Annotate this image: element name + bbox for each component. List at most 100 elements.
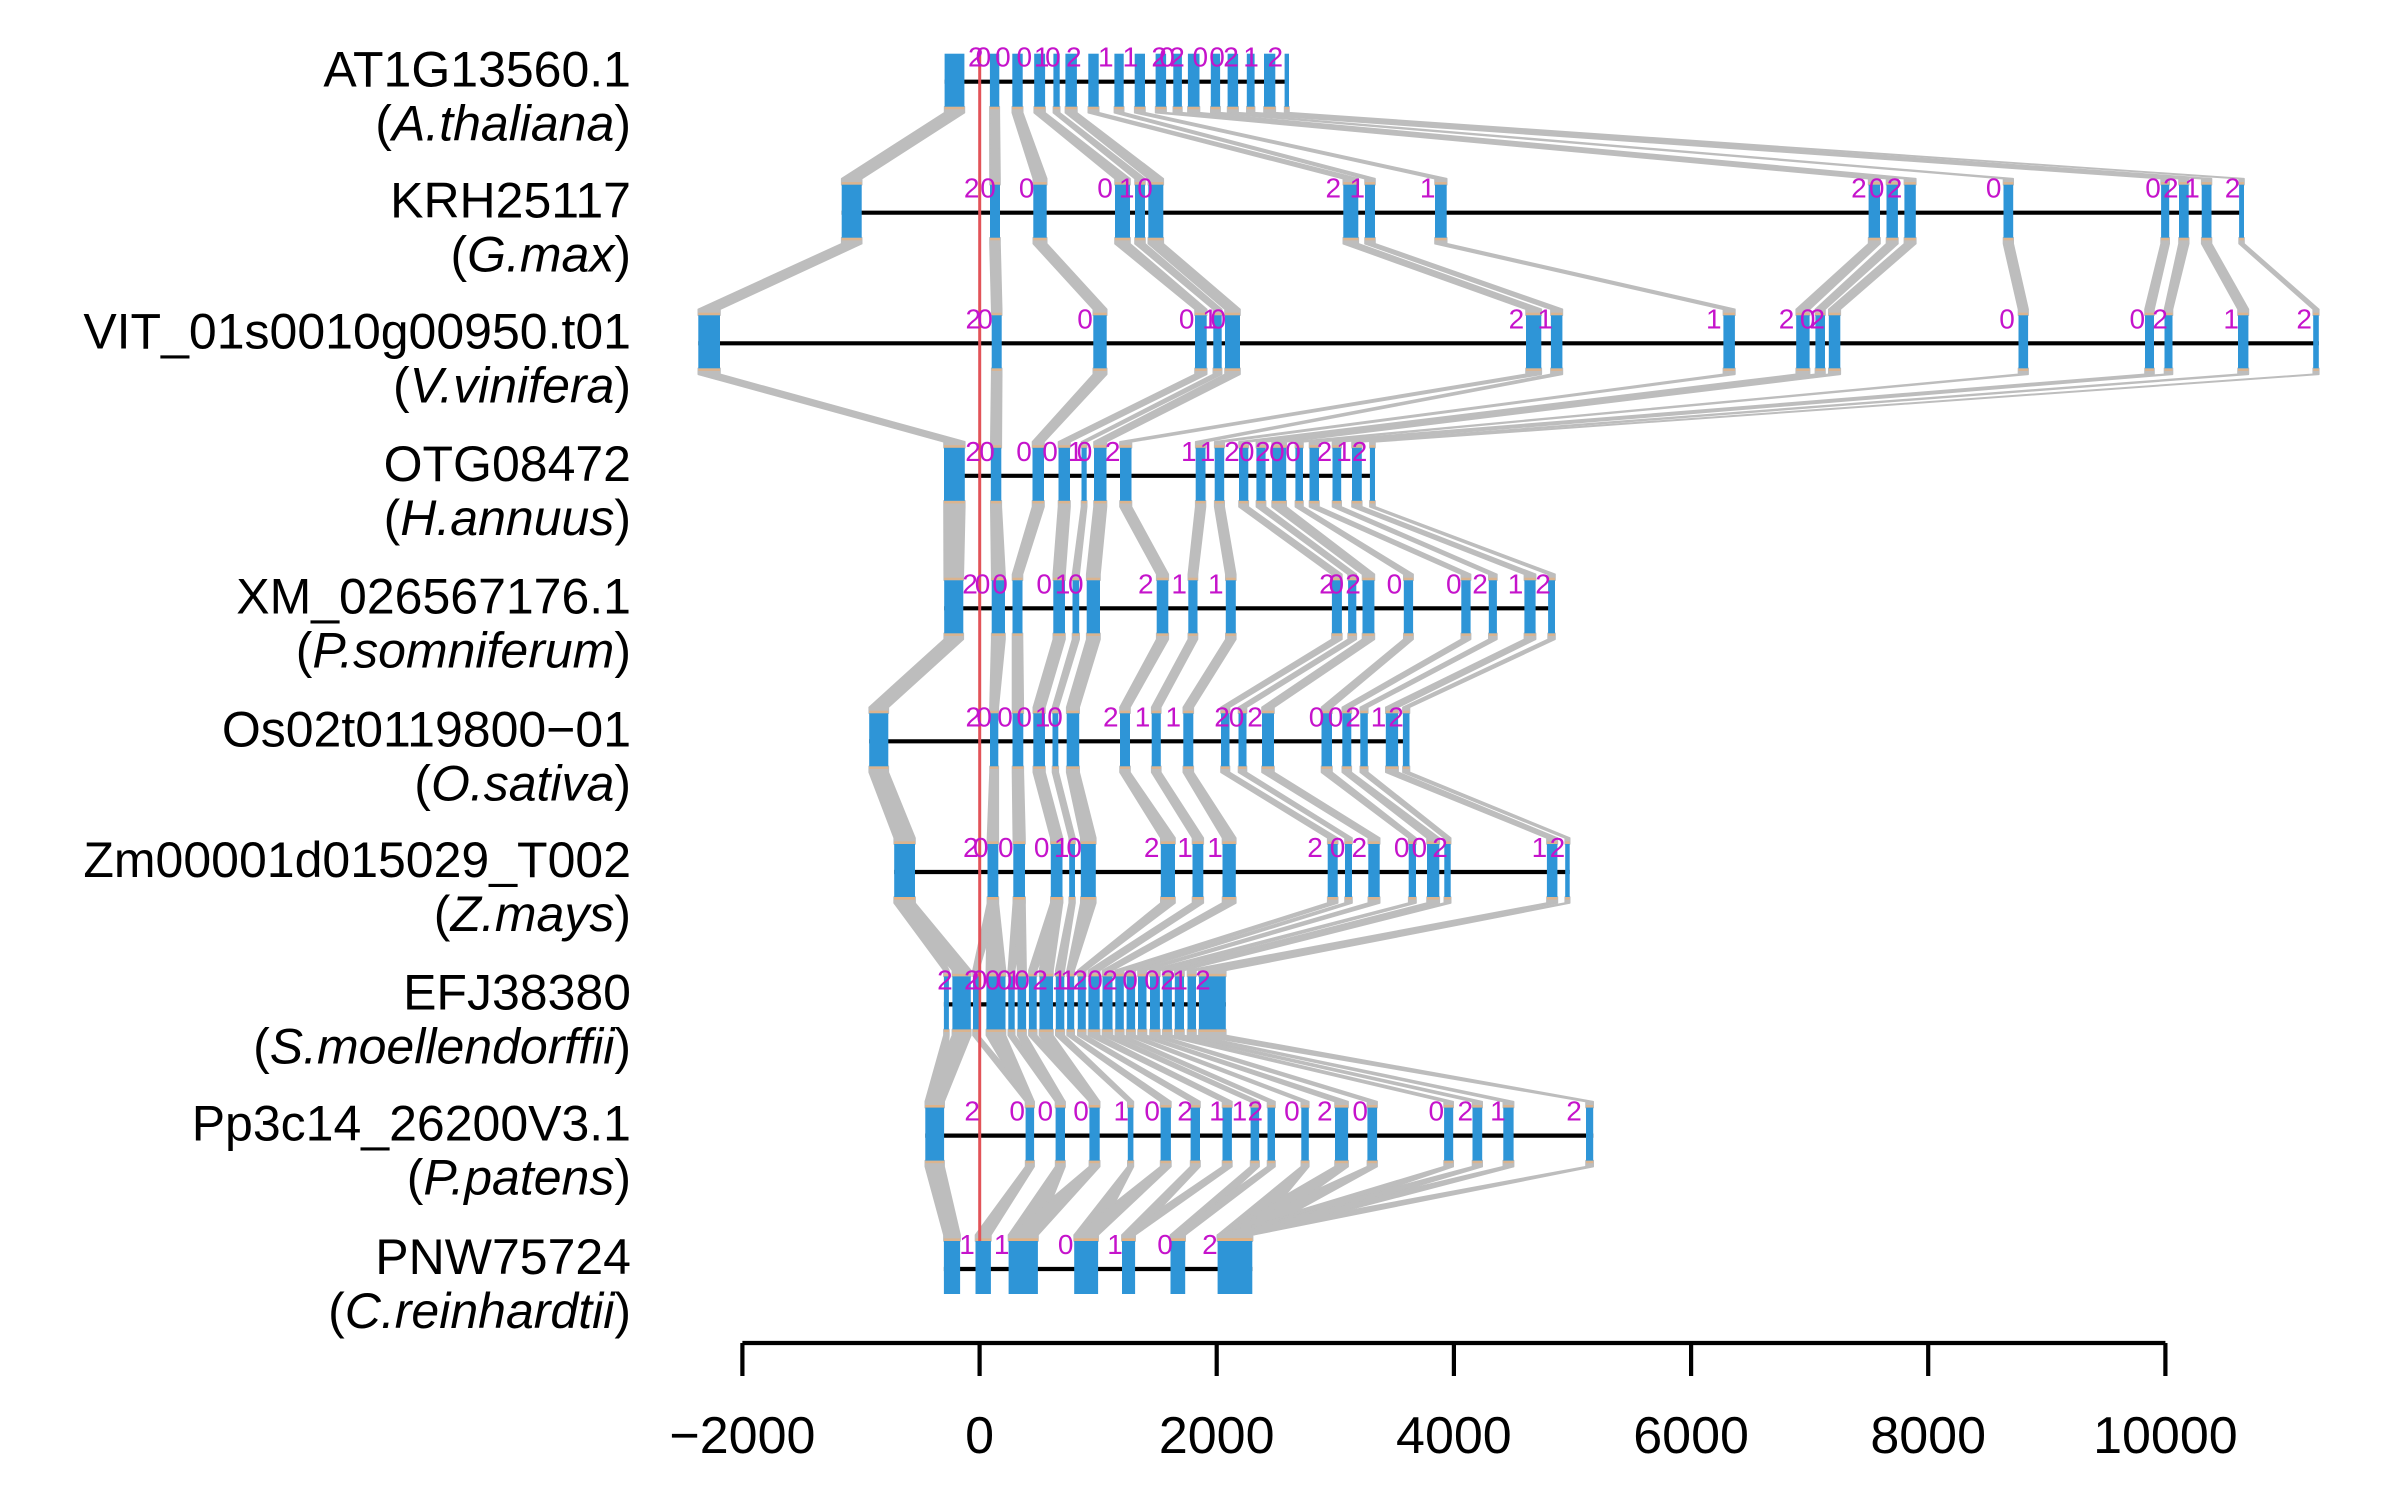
svg-text:1: 1 [1243, 42, 1259, 73]
svg-text:2: 2 [1887, 173, 1903, 204]
svg-text:0: 0 [985, 964, 1001, 995]
svg-text:2: 2 [2296, 303, 2312, 334]
svg-text:1: 1 [1114, 1096, 1130, 1127]
svg-text:2: 2 [1103, 701, 1119, 732]
svg-text:0: 0 [2130, 303, 2146, 334]
svg-text:1: 1 [1135, 701, 1151, 732]
svg-text:0: 0 [1179, 303, 1195, 334]
svg-text:2: 2 [2163, 173, 2179, 204]
svg-text:1: 1 [1034, 42, 1050, 73]
svg-text:0: 0 [979, 436, 995, 467]
svg-text:0: 0 [1087, 964, 1103, 995]
svg-text:0: 0 [1193, 42, 1209, 73]
svg-text:0: 0 [1387, 568, 1403, 599]
svg-text:1: 1 [1055, 568, 1071, 599]
svg-text:0: 0 [977, 303, 993, 334]
svg-text:0: 0 [965, 1407, 994, 1465]
svg-text:0: 0 [1036, 568, 1052, 599]
svg-text:2: 2 [964, 173, 980, 204]
svg-text:1: 1 [1508, 568, 1524, 599]
svg-text:1: 1 [1232, 1096, 1248, 1127]
svg-text:2: 2 [1535, 568, 1551, 599]
svg-text:(P.patens): (P.patens) [407, 1150, 631, 1206]
svg-text:(C.reinhardtii): (C.reinhardtii) [328, 1283, 631, 1339]
svg-text:EFJ38380: EFJ38380 [403, 964, 631, 1020]
svg-text:2: 2 [1388, 701, 1404, 732]
svg-text:−2000: −2000 [669, 1407, 815, 1465]
svg-text:OTG08472: OTG08472 [384, 436, 631, 492]
svg-text:0: 0 [1446, 568, 1462, 599]
svg-text:2: 2 [1432, 832, 1448, 863]
svg-text:0: 0 [1309, 701, 1325, 732]
svg-text:0: 0 [1068, 568, 1084, 599]
svg-text:2: 2 [1224, 436, 1240, 467]
svg-text:0: 0 [1229, 701, 1245, 732]
svg-text:2: 2 [1352, 832, 1368, 863]
svg-text:2: 2 [1345, 568, 1361, 599]
svg-text:1: 1 [1181, 436, 1197, 467]
svg-text:2: 2 [1202, 1229, 1218, 1260]
svg-text:0: 0 [1999, 303, 2015, 334]
svg-text:2: 2 [1352, 436, 1368, 467]
svg-text:2: 2 [962, 568, 978, 599]
svg-text:1: 1 [2223, 303, 2239, 334]
svg-text:0: 0 [1042, 436, 1058, 467]
svg-text:0: 0 [1800, 303, 1816, 334]
svg-text:1: 1 [1119, 173, 1135, 204]
svg-text:1: 1 [1054, 832, 1070, 863]
svg-text:2: 2 [963, 832, 979, 863]
svg-text:1: 1 [1371, 701, 1387, 732]
svg-text:0: 0 [1009, 1096, 1025, 1127]
svg-text:1: 1 [1035, 701, 1051, 732]
svg-text:0: 0 [973, 832, 989, 863]
svg-text:2000: 2000 [1159, 1407, 1275, 1465]
svg-text:0: 0 [1209, 42, 1225, 73]
svg-text:2: 2 [1458, 1096, 1474, 1127]
svg-text:2: 2 [2152, 303, 2168, 334]
svg-text:0: 0 [1144, 964, 1160, 995]
svg-text:2: 2 [968, 42, 984, 73]
svg-text:0: 0 [972, 964, 988, 995]
svg-text:0: 0 [1412, 832, 1428, 863]
svg-text:2: 2 [964, 1096, 980, 1127]
svg-text:AT1G13560.1: AT1G13560.1 [323, 42, 631, 98]
svg-text:2: 2 [1177, 1096, 1193, 1127]
svg-text:0: 0 [976, 701, 992, 732]
svg-text:2: 2 [1779, 303, 1795, 334]
svg-text:2: 2 [1509, 303, 1525, 334]
svg-text:0: 0 [1073, 1096, 1089, 1127]
svg-text:0: 0 [1045, 42, 1061, 73]
svg-text:(G.max): (G.max) [450, 227, 631, 283]
svg-text:0: 0 [997, 701, 1013, 732]
svg-text:0: 0 [1144, 1096, 1160, 1127]
svg-text:1: 1 [1202, 303, 1218, 334]
svg-text:1: 1 [1532, 832, 1548, 863]
svg-text:2: 2 [1268, 42, 1284, 73]
svg-text:4000: 4000 [1396, 1407, 1512, 1465]
svg-text:2: 2 [1144, 832, 1160, 863]
svg-text:1: 1 [994, 1229, 1010, 1260]
svg-text:0: 0 [1034, 832, 1050, 863]
svg-text:0: 0 [1869, 173, 1885, 204]
svg-text:0: 0 [1066, 832, 1082, 863]
svg-text:XM_026567176.1: XM_026567176.1 [236, 568, 631, 624]
svg-text:2: 2 [1307, 832, 1323, 863]
svg-text:0: 0 [1328, 701, 1344, 732]
svg-text:2: 2 [966, 701, 982, 732]
svg-text:0: 0 [997, 964, 1013, 995]
svg-text:0: 0 [992, 568, 1008, 599]
svg-text:2: 2 [1223, 42, 1239, 73]
svg-text:2: 2 [1247, 701, 1263, 732]
svg-text:0: 0 [1058, 1229, 1074, 1260]
svg-text:2: 2 [1317, 1096, 1333, 1127]
svg-text:(V.vinifera): (V.vinifera) [393, 357, 631, 413]
svg-text:0: 0 [1352, 1096, 1368, 1127]
svg-text:1: 1 [1172, 964, 1188, 995]
svg-text:1: 1 [1098, 42, 1114, 73]
svg-text:0: 0 [1038, 1096, 1054, 1127]
svg-text:0: 0 [1329, 568, 1345, 599]
svg-text:1: 1 [1123, 42, 1139, 73]
svg-text:1: 1 [2184, 173, 2200, 204]
svg-text:Zm00001d015029_T002: Zm00001d015029_T002 [83, 832, 631, 888]
svg-text:2: 2 [1214, 701, 1230, 732]
